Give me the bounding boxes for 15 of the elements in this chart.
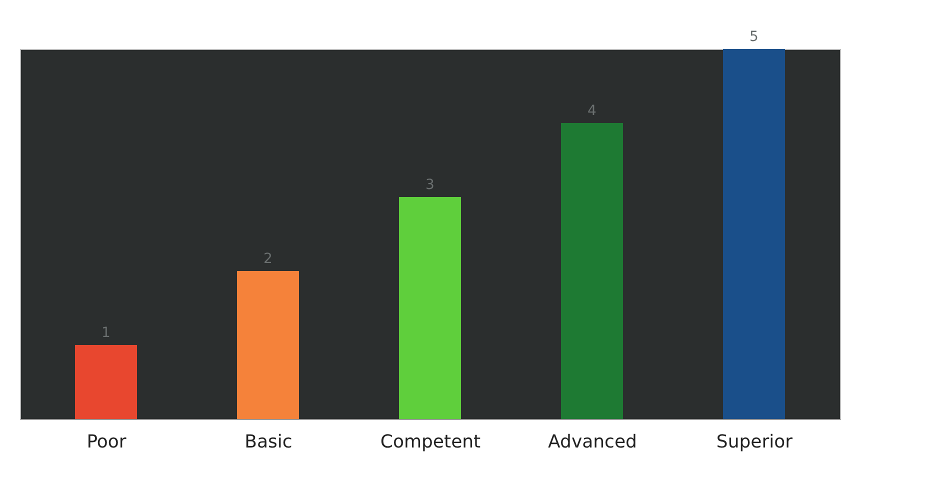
data-label: 1 [102, 325, 110, 341]
x-tick-label: Competent [380, 432, 481, 452]
x-tick-label: Superior [716, 432, 794, 452]
bar [561, 123, 623, 419]
data-label: 5 [750, 29, 758, 45]
x-tick-label: Poor [86, 432, 127, 452]
x-tick-label: Basic [244, 432, 292, 452]
data-label: 2 [264, 251, 272, 267]
bar [75, 345, 137, 419]
data-label: 3 [426, 177, 434, 193]
bar [237, 271, 299, 419]
bar [723, 49, 785, 419]
x-tick-label: Advanced [548, 432, 637, 452]
bar [399, 197, 461, 419]
data-label: 4 [588, 103, 597, 119]
